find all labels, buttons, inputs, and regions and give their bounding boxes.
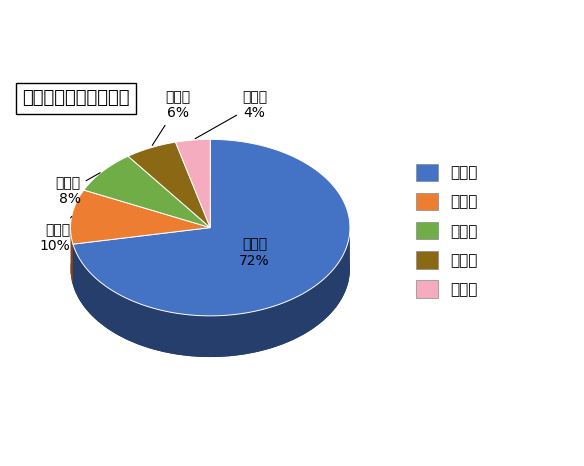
Polygon shape: [73, 139, 350, 316]
Text: 兵庫県
10%: 兵庫県 10%: [40, 217, 72, 253]
Polygon shape: [175, 139, 210, 227]
Text: 滋賀県
4%: 滋賀県 4%: [195, 90, 267, 139]
Ellipse shape: [71, 180, 350, 357]
Polygon shape: [84, 156, 210, 227]
Polygon shape: [73, 227, 210, 285]
Text: 奈良県
6%: 奈良県 6%: [152, 90, 190, 145]
Polygon shape: [71, 228, 73, 285]
Legend: 大阪府, 兵庫県, 京都府, 奈良県, 滋賀県: 大阪府, 兵庫県, 京都府, 奈良県, 滋賀県: [416, 164, 478, 298]
Polygon shape: [128, 142, 210, 227]
Text: 関西エリアの集客割合: 関西エリアの集客割合: [22, 89, 130, 107]
Polygon shape: [73, 230, 350, 357]
Polygon shape: [73, 227, 210, 285]
Text: 大阪府
72%: 大阪府 72%: [239, 238, 270, 267]
Text: 京都府
8%: 京都府 8%: [55, 173, 100, 206]
Polygon shape: [71, 190, 210, 244]
